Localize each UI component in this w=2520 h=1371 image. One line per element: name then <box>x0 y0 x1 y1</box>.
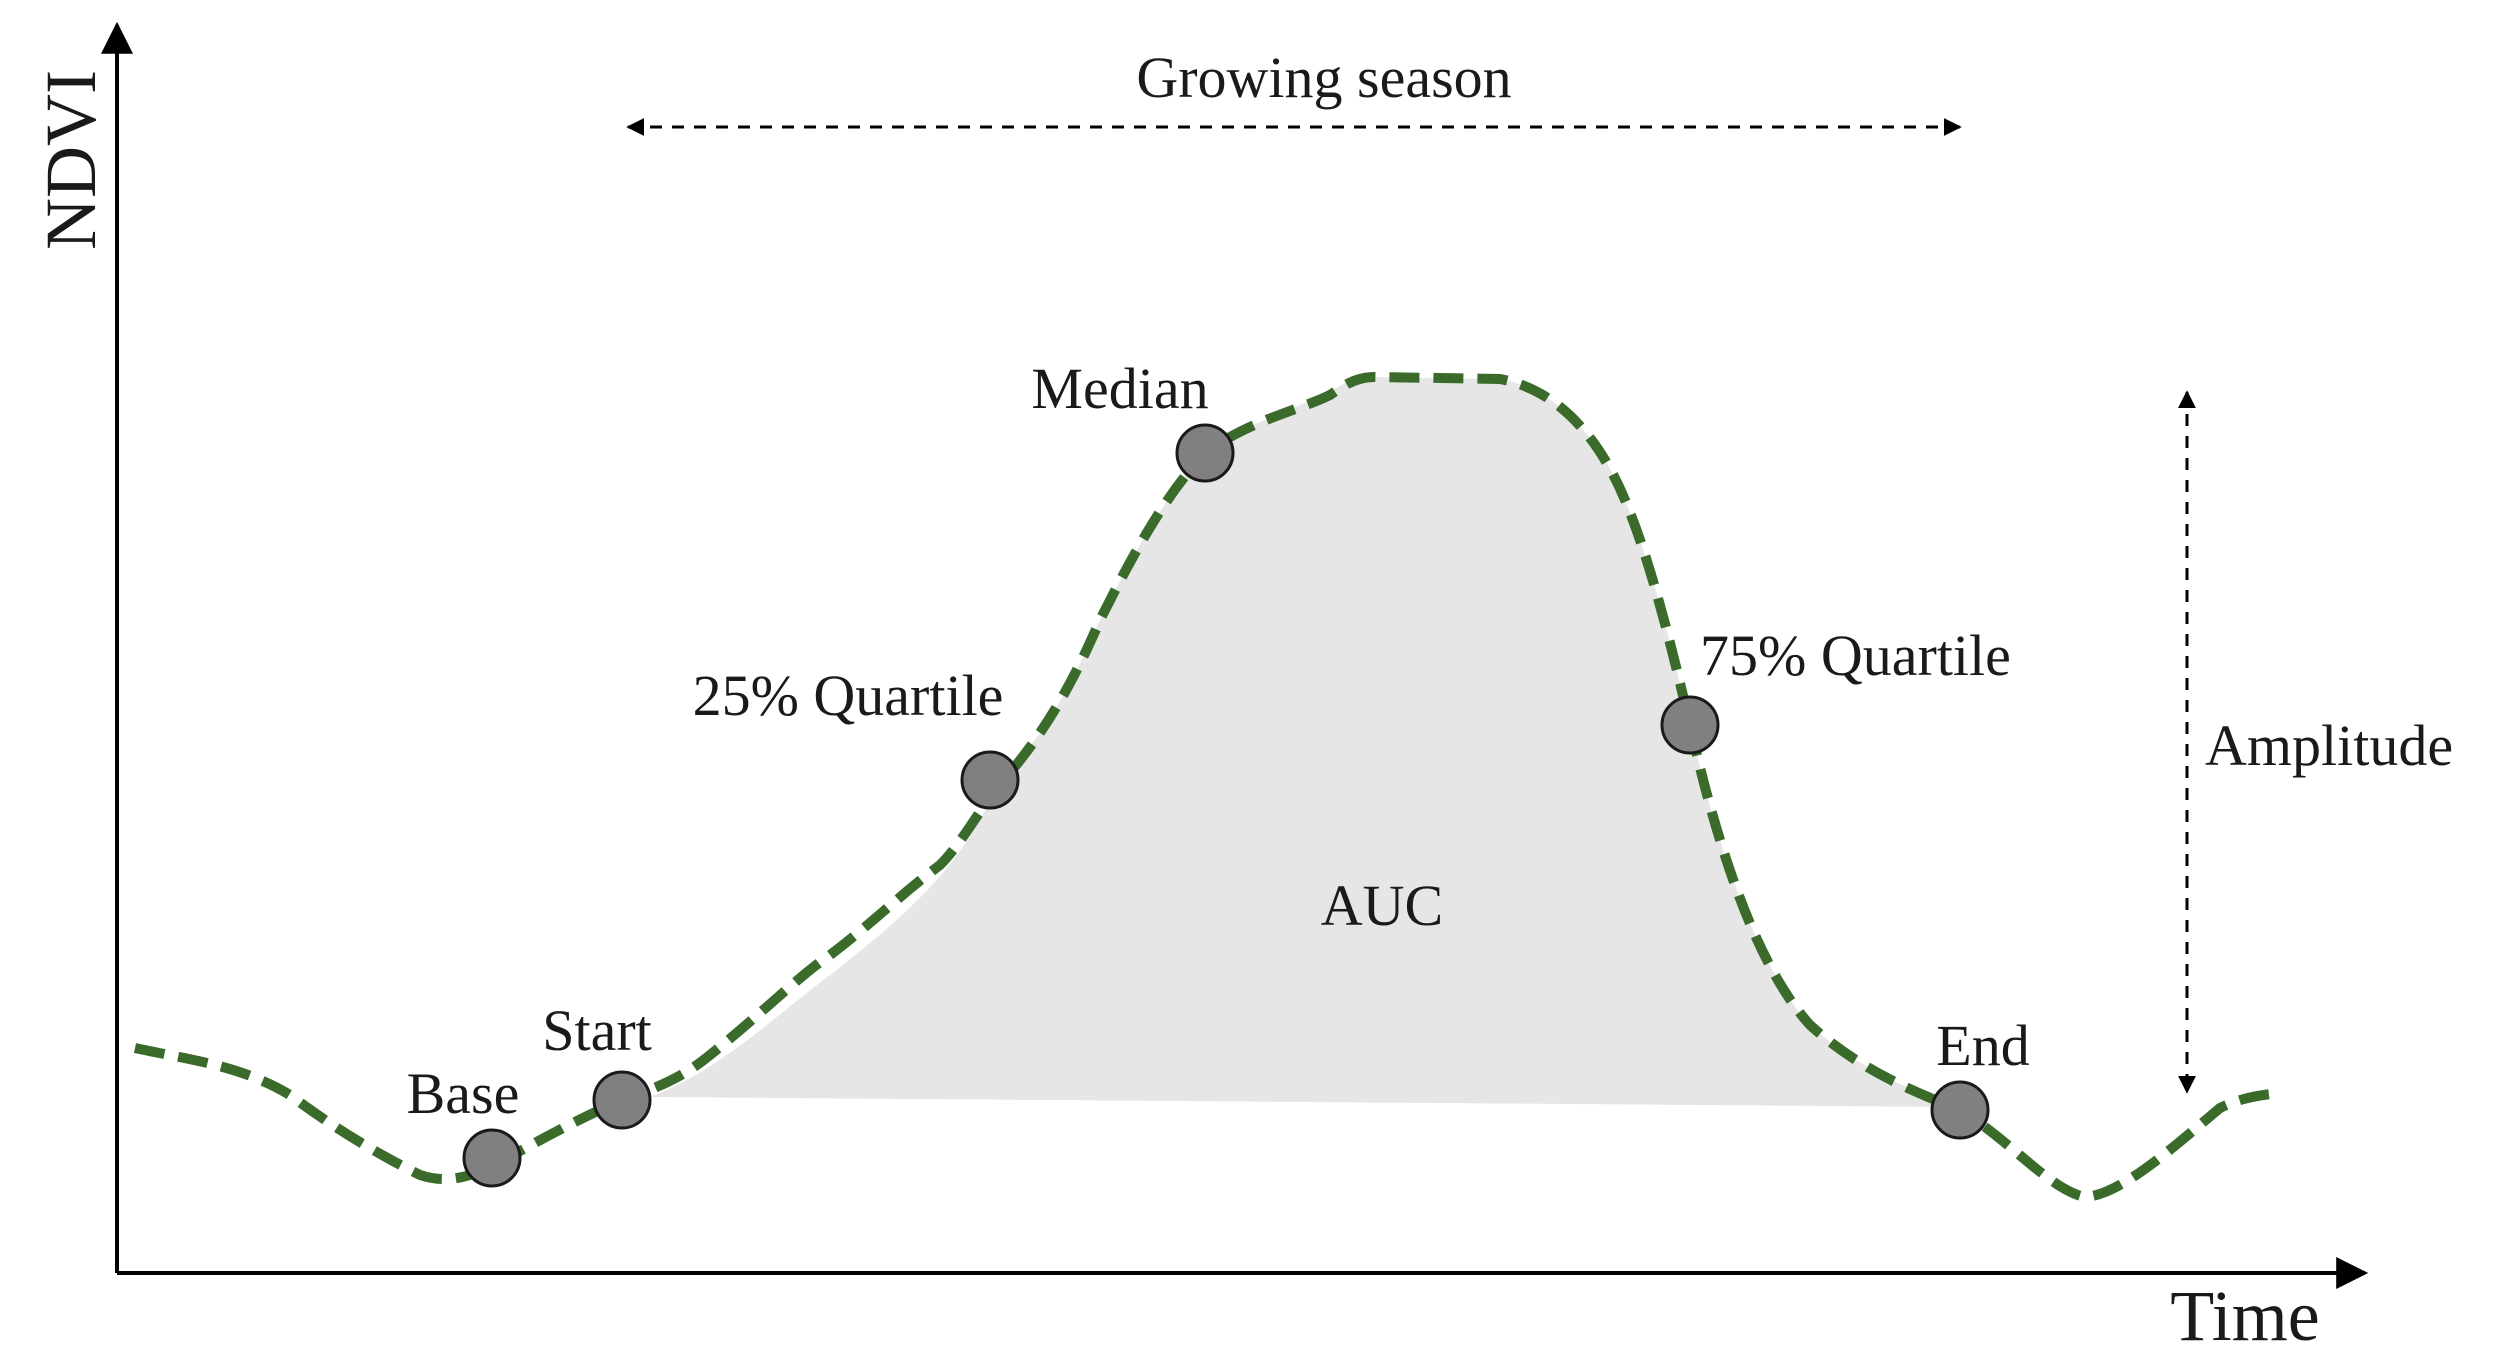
base-marker <box>462 1128 522 1188</box>
q25-marker <box>960 750 1020 810</box>
q25-label: 25% Quartile <box>693 663 1004 728</box>
amplitude-label: Amplitude <box>2205 713 2453 778</box>
growing-season-label: Growing season <box>1136 45 1511 110</box>
y-axis-label: NDVI <box>31 70 111 250</box>
start-label: Start <box>542 998 652 1063</box>
x-axis-label: Time <box>2170 1276 2319 1356</box>
auc-region <box>650 377 1960 1107</box>
q75-label: 75% Quartile <box>1700 623 2011 688</box>
end-marker <box>1930 1080 1990 1140</box>
median-label: Median <box>1031 356 1208 421</box>
base-label: Base <box>407 1061 520 1126</box>
auc-label: AUC <box>1321 873 1443 938</box>
ndvi-curve <box>133 371 2281 1203</box>
start-marker <box>592 1070 652 1130</box>
q75-marker <box>1660 695 1720 755</box>
median-marker <box>1175 423 1235 483</box>
end-label: End <box>1936 1013 2029 1078</box>
